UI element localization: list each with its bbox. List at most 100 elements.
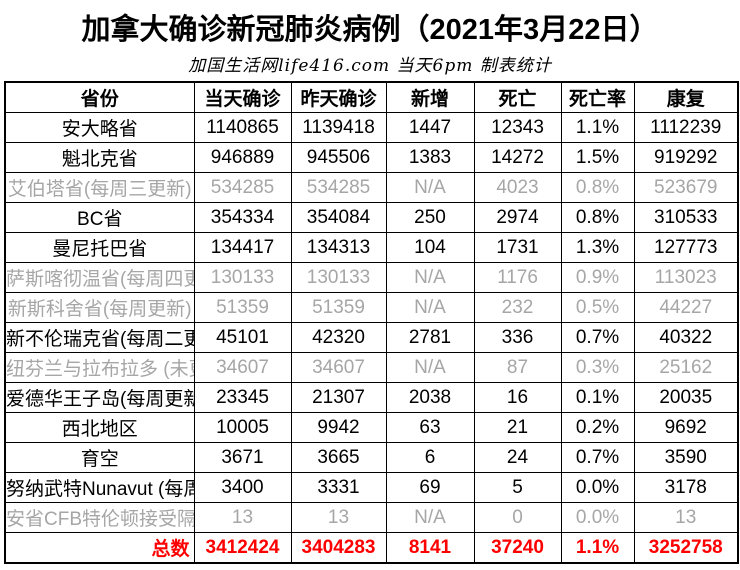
value-cell: 14272 [473,142,562,173]
value-cell: 1140865 [193,112,292,143]
value-cell: 0.5% [560,292,635,323]
value-cell: 0.7% [560,322,635,353]
value-cell: 1.5% [560,142,635,173]
value-cell: N/A [385,262,475,293]
table-row: 育空 3671 3665 6 24 0.7% 3590 [4,442,739,473]
value-cell: 2974 [473,202,562,233]
value-cell: 534285 [193,172,292,203]
value-cell: 3252758 [633,532,739,564]
value-cell: 42320 [290,322,387,353]
province-cell: 纽芬兰与拉布拉多 (未更新) [4,352,195,383]
col-header-new-cases: 新增 [385,81,475,113]
col-header-yesterday-confirmed: 昨天确诊 [290,81,387,113]
value-cell: 13 [633,502,739,533]
value-cell: 1.3% [560,232,635,263]
value-cell: 2038 [385,382,475,413]
value-cell: 9942 [290,412,387,443]
value-cell: 534285 [290,172,387,203]
value-cell: 44227 [633,292,739,323]
value-cell: 1176 [473,262,562,293]
value-cell: 40322 [633,322,739,353]
value-cell: 1731 [473,232,562,263]
province-cell: 曼尼托巴省 [4,232,195,263]
province-cell: 西北地区 [4,412,195,443]
value-cell: 3400 [193,472,292,503]
value-cell: 3671 [193,442,292,473]
value-cell: 20035 [633,382,739,413]
value-cell: 3331 [290,472,387,503]
province-cell: 萨斯喀彻温省(每周四更新) [4,262,195,293]
value-cell: 946889 [193,142,292,173]
table-row: 西北地区 10005 9942 63 21 0.2% 9692 [4,412,739,443]
value-cell: 919292 [633,142,739,173]
value-cell: 130133 [290,262,387,293]
value-cell: 0.9% [560,262,635,293]
province-cell: 爱德华王子岛(每周更新) [4,382,195,413]
value-cell: 16 [473,382,562,413]
value-cell: 51359 [193,292,292,323]
page-title: 加拿大确诊新冠肺炎病例（2021年3月22日） [81,14,659,46]
value-cell: 336 [473,322,562,353]
table-header-row: 省份 当天确诊 昨天确诊 新增 死亡 死亡率 康复 [4,81,739,113]
value-cell: 0.8% [560,172,635,203]
value-cell: 21307 [290,382,387,413]
value-cell: N/A [385,502,475,533]
value-cell: 69 [385,472,475,503]
value-cell: 4023 [473,172,562,203]
value-cell: 0.1% [560,382,635,413]
value-cell: 12343 [473,112,562,143]
value-cell: 127773 [633,232,739,263]
table-row: 魁北克省 946889 945506 1383 14272 1.5% 919292 [4,142,739,173]
value-cell: 9692 [633,412,739,443]
province-cell: 魁北克省 [4,142,195,173]
value-cell: 87 [473,352,562,383]
value-cell: 1447 [385,112,475,143]
col-header-province: 省份 [4,81,195,113]
value-cell: 34607 [290,352,387,383]
value-cell: 250 [385,202,475,233]
value-cell: 113023 [633,262,739,293]
table-row: 曼尼托巴省 134417 134313 104 1731 1.3% 127773 [4,232,739,263]
value-cell: 13 [290,502,387,533]
value-cell: 37240 [473,532,562,564]
province-cell: 安大略省 [4,112,195,143]
value-cell: 3665 [290,442,387,473]
table-row: 安大略省 1140865 1139418 1447 12343 1.1% 1112239 [4,112,739,143]
value-cell: 1139418 [290,112,387,143]
value-cell: 0.3% [560,352,635,383]
value-cell: 0.0% [560,472,635,503]
value-cell: N/A [385,292,475,323]
value-cell: 0 [473,502,562,533]
value-cell: 63 [385,412,475,443]
table-body: 安大略省 1140865 1139418 1447 12343 1.1% 1112239 魁北… [4,112,739,564]
value-cell: 2781 [385,322,475,353]
province-cell: 新不伦瑞克省(每周二更新) [4,322,195,353]
value-cell: 6 [385,442,475,473]
value-cell: 25162 [633,352,739,383]
value-cell: 3412424 [193,532,292,564]
value-cell: 13 [193,502,292,533]
table-row: BC省 354334 354084 250 2974 0.8% 310533 [4,202,739,233]
value-cell: 8141 [385,532,475,564]
value-cell: 23345 [193,382,292,413]
table-row: 新斯科舍省(每周更新) 51359 51359 N/A 232 0.5% 44227 [4,292,739,323]
value-cell: 3178 [633,472,739,503]
value-cell: 45101 [193,322,292,353]
value-cell: 10005 [193,412,292,443]
value-cell: 0.8% [560,202,635,233]
table-row: 萨斯喀彻温省(每周四更新)130133130133N/A11760.9%1130… [4,262,739,293]
table-row: 总数 3412424 3404283 8141 37240 1.1% 3252758 [4,532,739,564]
value-cell: 130133 [193,262,292,293]
table-row: 安省CFB特伦顿接受隔离1313N/A00.0%13 [4,502,739,533]
col-header-deaths: 死亡 [473,81,562,113]
province-cell: 新斯科舍省(每周更新) [4,292,195,323]
value-cell: 104 [385,232,475,263]
value-cell: 3590 [633,442,739,473]
value-cell: 0.0% [560,502,635,533]
value-cell: 34607 [193,352,292,383]
col-header-recovered: 康复 [633,81,739,113]
value-cell: N/A [385,172,475,203]
